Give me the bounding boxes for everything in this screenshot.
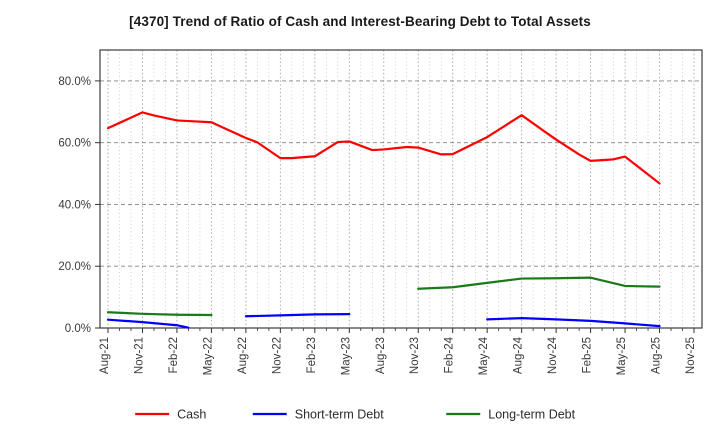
data-series-line — [486, 317, 661, 328]
x-axis-tick-label: Aug-22 — [237, 337, 249, 374]
data-series-line — [417, 276, 661, 290]
x-axis-tick-label: Aug-23 — [375, 337, 387, 374]
y-axis-tick-label: 0.0% — [65, 323, 91, 335]
x-axis-tick-label: Feb-25 — [582, 337, 594, 373]
legend-label: Short-term Debt — [295, 408, 384, 422]
data-series-line — [244, 313, 351, 318]
y-axis-tick-label: 40.0% — [58, 199, 91, 211]
data-series-line — [106, 111, 661, 185]
x-axis-tick-label: Feb-24 — [444, 336, 456, 373]
chart-title: [4370] Trend of Ratio of Cash and Intere… — [129, 14, 591, 29]
x-axis-tick-label: Aug-25 — [651, 337, 663, 374]
x-axis-tick-label: May-23 — [340, 337, 352, 375]
y-axis-tick-label: 80.0% — [58, 76, 91, 88]
legend-label: Long-term Debt — [488, 408, 575, 422]
legend-label: Cash — [177, 408, 206, 422]
x-axis-tick-label: May-22 — [202, 337, 214, 375]
y-axis-tick-label: 60.0% — [58, 138, 91, 150]
data-series-line — [106, 318, 190, 329]
plot-frame — [99, 49, 703, 329]
x-axis-tick-label: May-25 — [616, 337, 628, 375]
x-axis-tick-label: Feb-22 — [168, 337, 180, 373]
x-axis-tick-label: Nov-23 — [409, 337, 421, 374]
x-axis-tick-label: May-24 — [478, 336, 490, 375]
x-axis-tick-label: Nov-21 — [133, 337, 145, 374]
x-axis-tick-label: Nov-22 — [271, 337, 283, 374]
x-axis-tick-label: Nov-25 — [685, 337, 697, 374]
x-axis-tick-label: Feb-23 — [306, 337, 318, 373]
x-axis-tick-label: Aug-21 — [99, 337, 111, 374]
y-axis-tick-label: 20.0% — [58, 261, 91, 273]
x-axis-tick-label: Aug-24 — [513, 336, 525, 374]
x-axis-tick-label: Nov-24 — [547, 336, 559, 374]
data-series-line — [106, 311, 213, 317]
